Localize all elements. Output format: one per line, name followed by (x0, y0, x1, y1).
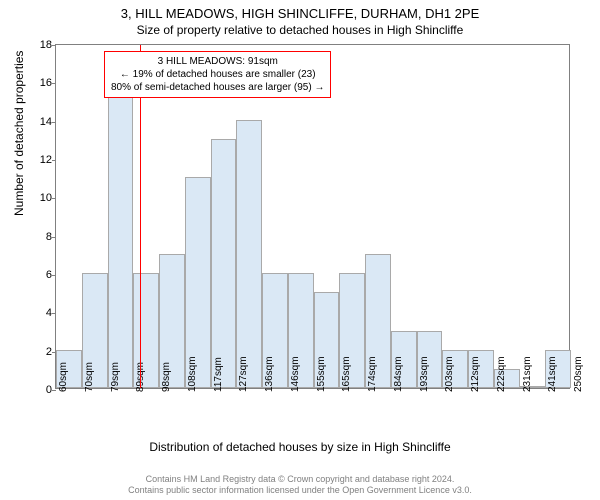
chart-title-desc: Size of property relative to detached ho… (0, 23, 600, 37)
histogram-bar (236, 120, 262, 388)
y-tick-label: 6 (28, 269, 52, 281)
x-tick-label: 136sqm (264, 356, 275, 392)
x-tick-label: 193sqm (419, 356, 430, 392)
footer-line-1: Contains HM Land Registry data © Crown c… (0, 474, 600, 485)
x-tick-label: 155sqm (316, 356, 327, 392)
x-tick-label: 241sqm (547, 356, 558, 392)
y-tick-label: 18 (28, 39, 52, 51)
y-axis-label: Number of detached properties (12, 51, 26, 216)
y-tick-label: 2 (28, 346, 52, 358)
x-tick-label: 212sqm (470, 356, 481, 392)
y-tick-label: 0 (28, 384, 52, 396)
x-tick-label: 117sqm (213, 357, 224, 392)
x-tick-label: 98sqm (161, 362, 172, 392)
y-tick-label: 12 (28, 154, 52, 166)
x-tick-label: 250sqm (573, 356, 584, 392)
y-tick-label: 14 (28, 116, 52, 128)
x-tick-label: 231sqm (522, 356, 533, 392)
x-tick-label: 108sqm (187, 356, 198, 392)
annotation-box: 3 HILL MEADOWS: 91sqm← 19% of detached h… (104, 51, 331, 98)
y-tick-label: 10 (28, 192, 52, 204)
x-axis-label: Distribution of detached houses by size … (0, 440, 600, 454)
footer-line-2: Contains public sector information licen… (0, 485, 600, 496)
annotation-line: 3 HILL MEADOWS: 91sqm (111, 55, 324, 68)
plot-frame: 02468101214161860sqm70sqm79sqm89sqm98sqm… (55, 44, 570, 389)
chart-title-address: 3, HILL MEADOWS, HIGH SHINCLIFFE, DURHAM… (0, 6, 600, 21)
chart-plot-area: 02468101214161860sqm70sqm79sqm89sqm98sqm… (55, 44, 570, 389)
x-tick-label: 174sqm (367, 356, 378, 392)
annotation-line: ← 19% of detached houses are smaller (23… (111, 68, 324, 81)
x-tick-label: 184sqm (393, 356, 404, 392)
annotation-line: 80% of semi-detached houses are larger (… (111, 81, 324, 94)
x-tick-label: 70sqm (84, 362, 95, 392)
y-tick-label: 8 (28, 231, 52, 243)
x-tick-label: 127sqm (238, 356, 249, 392)
y-tick-label: 16 (28, 77, 52, 89)
x-tick-label: 203sqm (444, 356, 455, 392)
histogram-bar (108, 81, 134, 388)
x-tick-label: 222sqm (496, 356, 507, 392)
y-tick-label: 4 (28, 307, 52, 319)
footer-credits: Contains HM Land Registry data © Crown c… (0, 474, 600, 497)
histogram-bar (211, 139, 237, 388)
x-tick-label: 60sqm (58, 362, 69, 392)
x-tick-label: 165sqm (341, 356, 352, 392)
x-tick-label: 79sqm (110, 362, 121, 392)
chart-title-block: 3, HILL MEADOWS, HIGH SHINCLIFFE, DURHAM… (0, 0, 600, 37)
x-tick-label: 146sqm (290, 356, 301, 392)
